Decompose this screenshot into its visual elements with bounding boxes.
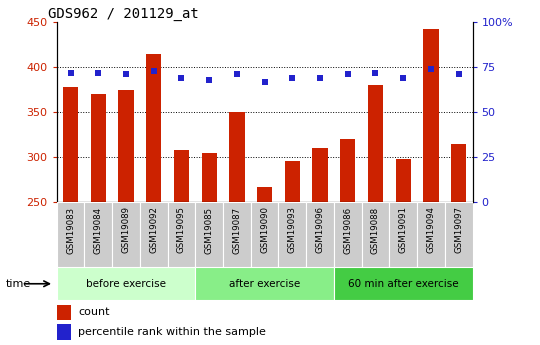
- Text: GSM19095: GSM19095: [177, 206, 186, 254]
- Text: GSM19090: GSM19090: [260, 206, 269, 254]
- Bar: [313, 148, 328, 202]
- Text: GSM19084: GSM19084: [94, 206, 103, 254]
- Bar: [195, 267, 334, 300]
- Point: [177, 75, 186, 81]
- Bar: [417, 202, 445, 267]
- Text: GSM19087: GSM19087: [232, 206, 241, 254]
- Bar: [368, 85, 383, 202]
- Bar: [167, 202, 195, 267]
- Text: GSM19089: GSM19089: [122, 206, 131, 254]
- Bar: [57, 267, 195, 300]
- Text: GDS962 / 201129_at: GDS962 / 201129_at: [49, 7, 199, 21]
- Text: percentile rank within the sample: percentile rank within the sample: [78, 327, 266, 337]
- Bar: [140, 202, 167, 267]
- Bar: [396, 159, 411, 202]
- Text: GSM19088: GSM19088: [371, 206, 380, 254]
- Point: [399, 75, 408, 81]
- Bar: [362, 202, 389, 267]
- Bar: [389, 202, 417, 267]
- Text: GSM19086: GSM19086: [343, 206, 352, 254]
- Text: 60 min after exercise: 60 min after exercise: [348, 279, 458, 289]
- Point: [150, 68, 158, 73]
- Bar: [63, 87, 78, 202]
- Bar: [174, 150, 189, 202]
- Point: [260, 79, 269, 85]
- Point: [205, 77, 213, 82]
- Point: [94, 70, 103, 76]
- Point: [66, 70, 75, 76]
- Bar: [223, 202, 251, 267]
- Bar: [84, 202, 112, 267]
- Text: GSM19091: GSM19091: [399, 206, 408, 254]
- Bar: [423, 29, 438, 202]
- Bar: [334, 267, 472, 300]
- Text: GSM19083: GSM19083: [66, 206, 75, 254]
- Bar: [285, 160, 300, 202]
- Text: after exercise: after exercise: [229, 279, 300, 289]
- Bar: [306, 202, 334, 267]
- Bar: [340, 139, 355, 202]
- Text: GSM19096: GSM19096: [315, 206, 325, 254]
- Point: [343, 72, 352, 77]
- Bar: [251, 202, 279, 267]
- Bar: [279, 202, 306, 267]
- Text: GSM19085: GSM19085: [205, 206, 214, 254]
- Bar: [57, 325, 71, 339]
- Bar: [91, 94, 106, 202]
- Point: [454, 72, 463, 77]
- Point: [288, 75, 296, 81]
- Text: GSM19092: GSM19092: [149, 206, 158, 254]
- Bar: [57, 305, 71, 320]
- Point: [316, 75, 325, 81]
- Text: GSM19097: GSM19097: [454, 206, 463, 254]
- Bar: [146, 54, 161, 202]
- Point: [427, 66, 435, 72]
- Bar: [334, 202, 362, 267]
- Bar: [118, 90, 133, 202]
- Point: [371, 70, 380, 76]
- Bar: [451, 144, 466, 202]
- Text: time: time: [5, 279, 31, 289]
- Point: [122, 72, 130, 77]
- Bar: [445, 202, 472, 267]
- Bar: [230, 112, 245, 202]
- Point: [233, 72, 241, 77]
- Bar: [57, 202, 84, 267]
- Text: count: count: [78, 307, 110, 317]
- Bar: [201, 154, 217, 202]
- Text: GSM19093: GSM19093: [288, 206, 297, 254]
- Bar: [195, 202, 223, 267]
- Bar: [112, 202, 140, 267]
- Text: GSM19094: GSM19094: [427, 206, 435, 254]
- Text: before exercise: before exercise: [86, 279, 166, 289]
- Bar: [257, 187, 272, 202]
